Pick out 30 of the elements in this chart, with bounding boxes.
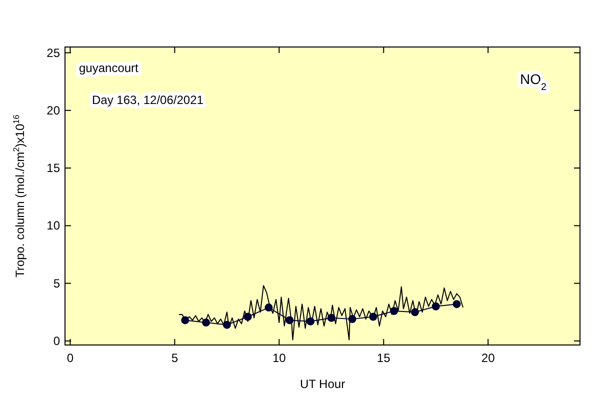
x-tick-label: 10 [272,351,286,365]
y-tick-label: 10 [46,218,60,233]
x-tick-label: 15 [376,351,391,365]
annotation: NO$_{2}$ [520,71,546,92]
point [348,315,356,324]
point [202,318,210,327]
x-tick-label: 0 [66,351,74,365]
y-tick-label: 5 [53,276,60,290]
x-tick-label: 5 [171,351,178,365]
point [244,312,252,321]
y-tick-label: 15 [46,161,60,176]
point [181,316,190,324]
point [452,300,461,308]
y-tick-label: 20 [46,103,60,118]
x-tick-label: 20 [481,351,496,365]
point [306,317,314,326]
point [222,320,231,329]
annotation: Day 163, 12/06/2021 [92,93,204,107]
y-tick-label: 0 [53,334,60,348]
point [264,304,273,312]
point [327,314,336,322]
point [390,306,398,315]
point [369,312,378,321]
point [410,308,419,316]
point [286,316,294,324]
line-series [178,285,464,340]
point [432,302,440,310]
annotation: guyancourt [79,61,140,75]
x-axis-title: UT Hour [300,377,346,391]
y-tick-label: 25 [46,46,60,60]
